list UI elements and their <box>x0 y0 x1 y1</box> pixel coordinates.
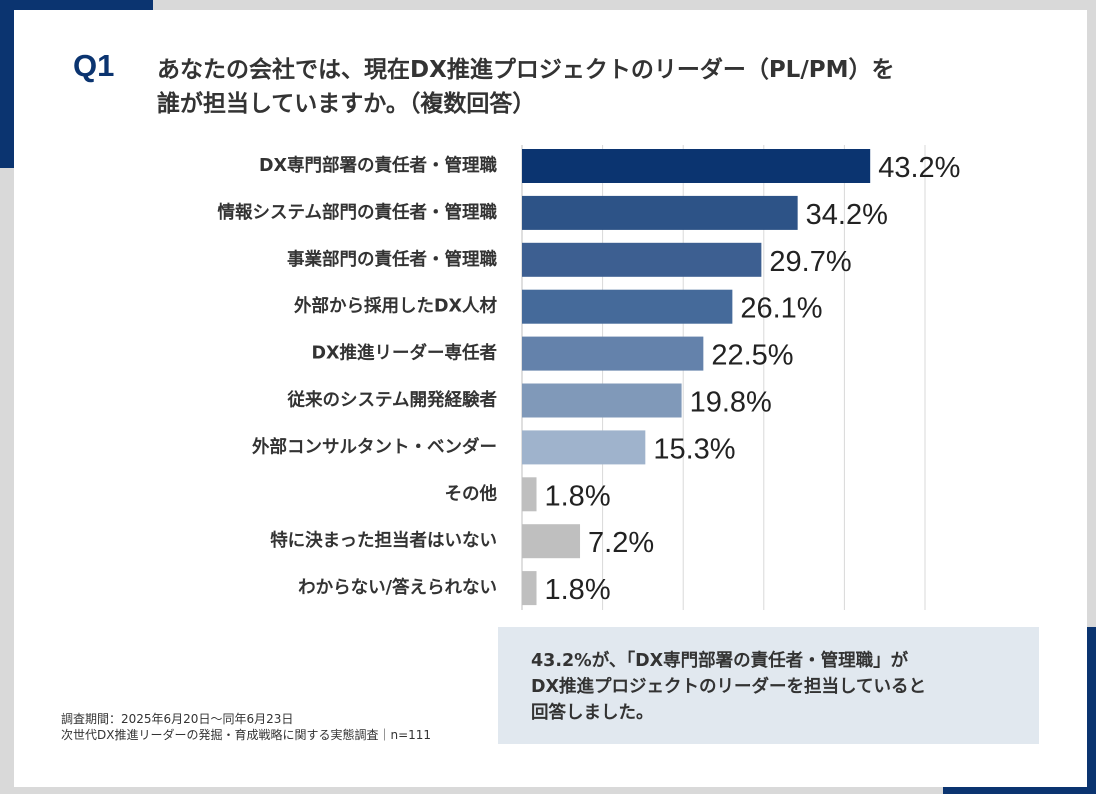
value-label: 22.5% <box>711 340 793 372</box>
value-label: 29.7% <box>769 246 851 278</box>
category-label: その他 <box>445 483 498 504</box>
bar <box>522 383 682 418</box>
value-label: 1.8% <box>545 480 611 512</box>
survey-name: 次世代DX推進リーダーの発掘・育成戦略に関する実態調査｜n=111 <box>61 728 432 742</box>
bar <box>522 242 762 277</box>
bar <box>522 149 871 183</box>
corner-accent-top-left <box>0 0 153 10</box>
question-line-1: あなたの会社では、現在DX推進プロジェクトのリーダー（PL/PM）を <box>157 57 895 83</box>
category-label: 情報システム部門の責任者・管理職 <box>218 202 498 223</box>
summary-line-1: 43.2%が、「DX専門部署の責任者・管理職」が <box>531 651 909 671</box>
bar <box>522 524 581 559</box>
question-number: Q1 <box>73 48 115 83</box>
category-label: 外部から採用したDX人材 <box>294 296 498 317</box>
bar <box>522 289 733 324</box>
value-label: 34.2% <box>806 199 888 231</box>
category-label: 事業部門の責任者・管理職 <box>287 249 497 270</box>
value-label: 43.2% <box>878 152 960 184</box>
value-label: 19.8% <box>690 387 772 419</box>
bar <box>522 571 537 606</box>
summary-callout: 43.2%が、「DX専門部署の責任者・管理職」が DX推進プロジェクトのリーダー… <box>498 627 1039 744</box>
value-label: 7.2% <box>588 527 654 559</box>
survey-period: 調査期間：2025年6月20日～同年6月23日 <box>61 712 294 726</box>
bar <box>522 336 704 371</box>
bar <box>522 430 646 465</box>
category-label: わからない/答えられない <box>298 577 497 598</box>
chart-category-labels: DX専門部署の責任者・管理職情報システム部門の責任者・管理職事業部門の責任者・管… <box>218 155 498 598</box>
value-label: 26.1% <box>740 293 822 325</box>
summary-line-2: DX推進プロジェクトのリーダーを担当していると <box>531 677 926 697</box>
bar <box>522 195 798 230</box>
category-label: 外部コンサルタント・ベンダー <box>252 436 497 457</box>
question-line-2: 誰が担当していますか。（複数回答） <box>157 91 536 117</box>
category-label: 特に決まった担当者はいない <box>270 530 497 551</box>
survey-footnote: 調査期間：2025年6月20日～同年6月23日 次世代DX推進リーダーの発掘・育… <box>61 711 431 743</box>
chart-value-labels: 43.2% 34.2% 29.7% 26.1% 22.5% 19.8% 15.3% 1.8% 7… <box>545 152 961 606</box>
bar <box>522 477 537 512</box>
category-label: 従来のシステム開発経験者 <box>287 390 497 411</box>
category-label: DX専門部署の責任者・管理職 <box>259 155 498 176</box>
question-text: あなたの会社では、現在DX推進プロジェクトのリーダー（PL/PM）を 誰が担当し… <box>157 53 1027 121</box>
value-label: 15.3% <box>653 433 735 465</box>
category-label: DX推進リーダー専任者 <box>311 343 497 364</box>
summary-line-3: 回答しました。 <box>531 703 654 723</box>
summary-text: 43.2%が、「DX専門部署の責任者・管理職」が DX推進プロジェクトのリーダー… <box>531 648 1021 726</box>
chart-bars <box>522 149 871 606</box>
value-label: 1.8% <box>545 574 611 606</box>
corner-accent-top-left-vertical <box>0 0 14 168</box>
